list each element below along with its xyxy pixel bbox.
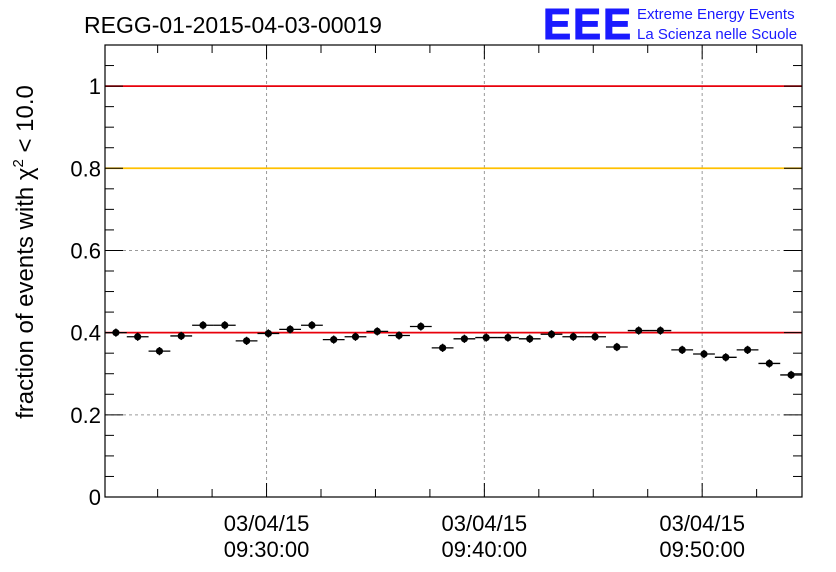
point-marker xyxy=(526,335,534,343)
data-point xyxy=(148,347,171,356)
x-tick-label-date: 03/04/15 xyxy=(442,511,528,536)
y-tick-label: 0.6 xyxy=(70,238,101,263)
point-marker xyxy=(591,333,599,341)
point-marker xyxy=(242,337,251,345)
reference-lines xyxy=(105,85,802,334)
point-marker xyxy=(351,333,360,341)
data-point xyxy=(540,330,563,339)
point-marker xyxy=(547,330,556,338)
point-marker xyxy=(308,321,316,329)
x-tick-label-date: 03/04/15 xyxy=(224,511,310,536)
data-point xyxy=(714,353,737,362)
point-marker xyxy=(177,332,185,340)
x-tick-label-date: 03/04/15 xyxy=(659,511,745,536)
data-point xyxy=(366,327,389,336)
point-marker xyxy=(199,321,207,329)
y-axis-title-sup: 2 xyxy=(10,159,27,167)
point-marker xyxy=(635,326,643,335)
point-marker xyxy=(439,344,447,352)
data-point xyxy=(780,370,802,380)
point-marker xyxy=(765,359,773,368)
point-marker xyxy=(286,325,294,333)
point-marker xyxy=(482,333,490,342)
x-tick-label-time: 09:40:00 xyxy=(442,537,528,562)
data-point xyxy=(671,345,694,355)
point-marker xyxy=(460,335,468,343)
data-point xyxy=(518,334,541,343)
y-axis-title-main: fraction of events with χ xyxy=(12,167,39,419)
point-marker xyxy=(264,329,272,338)
eee-logo: EEE Extreme Energy Events La Scienza nel… xyxy=(543,0,798,50)
point-marker xyxy=(155,347,164,355)
data-point xyxy=(693,349,715,359)
data-point xyxy=(475,333,498,342)
point-marker xyxy=(373,327,381,336)
data-point xyxy=(126,332,149,341)
grid-layer xyxy=(105,45,802,497)
data-point xyxy=(257,329,280,338)
logo-mark: EEE xyxy=(543,0,633,49)
data-point xyxy=(562,332,585,341)
point-marker xyxy=(569,333,577,341)
axis-ticks xyxy=(105,45,802,498)
point-marker xyxy=(678,346,686,354)
data-point xyxy=(170,331,193,341)
data-point xyxy=(301,321,323,330)
data-point xyxy=(213,321,236,330)
y-axis-title-tail: < 10.0 xyxy=(12,85,39,159)
data-point xyxy=(605,342,628,352)
point-marker xyxy=(221,321,229,329)
point-marker xyxy=(722,353,730,361)
y-tick-label: 0.4 xyxy=(70,321,101,346)
point-marker xyxy=(395,331,403,340)
y-axis-title: fraction of events with χ2 < 10.0 xyxy=(10,85,39,419)
logo-line-2: La Scienza nelle Scuole xyxy=(637,26,797,43)
data-point xyxy=(584,332,606,341)
point-marker xyxy=(134,333,142,341)
data-point xyxy=(736,345,759,355)
data-points xyxy=(105,321,802,380)
y-tick-labels: 0 0.2 0.4 0.6 0.8 1 xyxy=(70,74,101,510)
point-marker xyxy=(330,336,338,344)
point-marker xyxy=(613,343,621,351)
y-tick-label: 0 xyxy=(89,485,101,510)
point-marker xyxy=(656,326,665,335)
data-point xyxy=(758,359,781,368)
point-marker xyxy=(743,346,752,354)
x-tick-labels: 03/04/1509:30:0003/04/1509:40:0003/04/15… xyxy=(224,511,745,562)
y-tick-label: 0.8 xyxy=(70,156,101,181)
data-point xyxy=(344,332,367,341)
x-tick-label-time: 09:50:00 xyxy=(659,537,745,562)
point-marker xyxy=(504,333,512,342)
point-marker xyxy=(700,350,708,358)
data-point xyxy=(388,331,410,340)
data-point xyxy=(235,336,258,345)
data-point xyxy=(192,321,214,330)
data-point xyxy=(279,325,302,334)
point-marker xyxy=(417,322,425,331)
data-point xyxy=(431,343,454,352)
chart-title: REGG-01-2015-04-03-00019 xyxy=(84,12,382,38)
data-point xyxy=(627,326,650,335)
x-tick-label-time: 09:30:00 xyxy=(224,537,310,562)
data-point xyxy=(649,326,672,335)
y-tick-label: 1 xyxy=(89,74,101,99)
point-marker xyxy=(787,371,795,379)
data-point xyxy=(453,334,476,343)
data-point xyxy=(497,333,519,342)
data-point xyxy=(322,335,345,344)
y-tick-label: 0.2 xyxy=(70,403,101,428)
logo-line-1: Extreme Energy Events xyxy=(637,6,795,23)
plot-frame xyxy=(104,44,803,498)
data-point xyxy=(409,322,432,331)
